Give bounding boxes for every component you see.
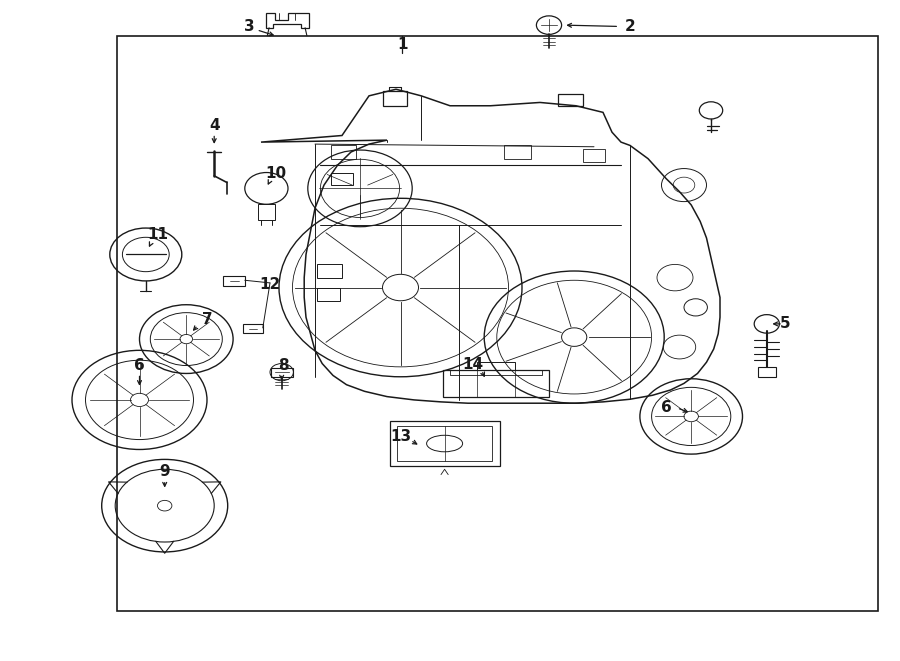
Text: 3: 3	[244, 19, 255, 34]
Text: 10: 10	[266, 166, 287, 180]
Text: 14: 14	[462, 358, 483, 372]
Text: 1: 1	[397, 38, 408, 52]
Text: 2: 2	[625, 19, 635, 34]
Text: 5: 5	[779, 317, 790, 331]
Text: 4: 4	[209, 118, 220, 133]
Text: 11: 11	[147, 227, 168, 242]
Text: 8: 8	[278, 358, 289, 373]
Text: 6: 6	[661, 401, 671, 415]
Text: 6: 6	[134, 358, 145, 373]
Bar	[117, 36, 878, 611]
Text: 12: 12	[259, 277, 281, 292]
Text: 7: 7	[202, 313, 212, 327]
Text: 9: 9	[159, 465, 170, 479]
Text: 13: 13	[390, 429, 411, 444]
